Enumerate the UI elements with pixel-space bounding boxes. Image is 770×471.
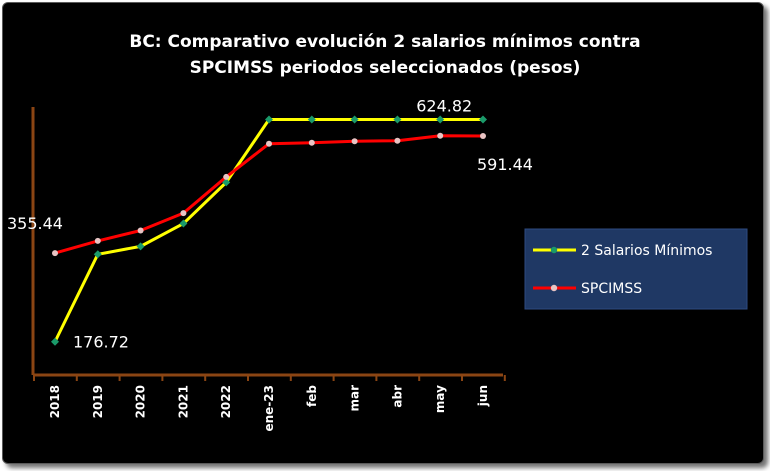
spcimss-point-2018 <box>52 250 58 257</box>
spcimss-point-2020 <box>137 227 144 234</box>
salarios-point-mar <box>350 115 359 124</box>
legend-label-spcimss: SPCIMSS <box>581 281 642 297</box>
salarios-point-abr <box>393 115 402 124</box>
salarios-point-2021 <box>179 219 188 228</box>
salarios-point-2018 <box>51 337 59 346</box>
salarios-point-may <box>436 115 445 124</box>
x-tick-label-jun: jun <box>476 385 490 407</box>
x-tick-label-2018: 2018 <box>48 385 62 418</box>
data-label-624.82: 624.82 <box>416 96 472 115</box>
x-axis-ticks <box>33 375 506 381</box>
salarios-point-2019 <box>93 250 102 259</box>
legend-marker-spcimss <box>550 284 558 292</box>
data-label-355.44: 355.44 <box>7 214 63 233</box>
chart-title-line-2: SPCIMSS periodos seleccionados (pesos) <box>190 58 581 78</box>
line-chart: BC: Comparativo evolución 2 salarios mín… <box>7 32 748 432</box>
spcimss-point-ene-23 <box>266 140 272 147</box>
x-tick-label-2021: 2021 <box>176 385 190 418</box>
legend: 2 Salarios Mínimos SPCIMSS <box>524 228 748 310</box>
spcimss-point-feb <box>308 139 315 146</box>
spcimss-point-mar <box>351 138 358 145</box>
spcimss-point-jun <box>480 133 486 140</box>
data-label-176.72: 176.72 <box>73 333 129 352</box>
spcimss-point-2022 <box>223 173 230 180</box>
legend-label-salarios: 2 Salarios Mínimos <box>581 243 712 259</box>
spcimss-point-may <box>437 132 444 139</box>
data-label-591.44: 591.44 <box>477 155 533 174</box>
x-tick-label-ene-23: ene-23 <box>262 385 276 432</box>
salarios-point-jun <box>479 115 487 124</box>
chart-frame: BC: Comparativo evolución 2 salarios mín… <box>2 2 764 464</box>
series-layer <box>51 115 487 346</box>
x-tick-label-feb: feb <box>305 385 319 407</box>
series-line-salarios <box>53 117 483 343</box>
x-axis-tick-labels: 2018 2019 2020 2021 2022 ene-23 feb mar abr may ju… <box>48 385 490 432</box>
spcimss-point-abr <box>394 137 401 144</box>
x-tick-label-2022: 2022 <box>219 385 233 418</box>
spcimss-point-2021 <box>180 210 187 217</box>
salarios-point-feb <box>307 115 316 124</box>
x-tick-label-mar: mar <box>348 385 362 412</box>
x-tick-label-abr: abr <box>390 385 404 408</box>
x-tick-label-2020: 2020 <box>134 385 148 418</box>
chart-title-line-1: BC: Comparativo evolución 2 salarios mín… <box>129 32 640 52</box>
x-tick-label-may: may <box>433 385 447 413</box>
salarios-point-2022 <box>222 178 231 187</box>
spcimss-point-2019 <box>94 237 101 244</box>
salarios-point-2020 <box>136 242 145 251</box>
data-labels: 355.44 176.72 624.82 591.44 <box>7 96 533 351</box>
salarios-point-ene-23 <box>265 115 273 124</box>
x-tick-label-2019: 2019 <box>91 385 105 418</box>
legend-marker-salarios <box>550 246 558 254</box>
legend-box <box>524 228 748 310</box>
series-line-spcimss <box>54 134 484 255</box>
